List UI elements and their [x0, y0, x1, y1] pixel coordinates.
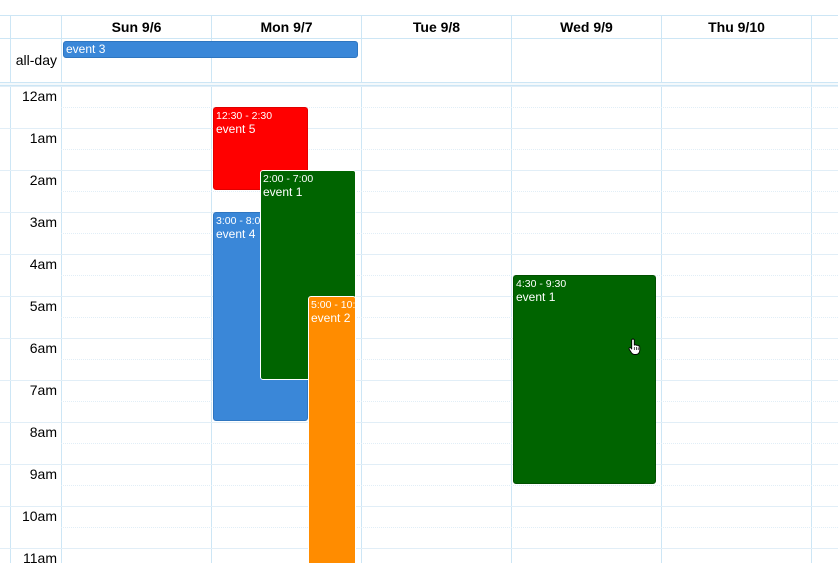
half-hour-line [61, 359, 838, 360]
hour-line [0, 254, 838, 255]
hour-line [0, 380, 838, 381]
event-title: event 4 [216, 227, 256, 241]
header-top-border [0, 15, 838, 16]
half-hour-line [61, 485, 838, 486]
hour-line [0, 548, 838, 549]
hour-line [0, 296, 838, 297]
grid-axis-line [61, 15, 62, 563]
time-label: 8am [29, 424, 57, 440]
day-header-sun[interactable]: Sun 9/6 [61, 15, 211, 38]
half-hour-line [61, 275, 838, 276]
event-time: 4:30 - 9:30 [516, 278, 567, 290]
half-hour-line [61, 191, 838, 192]
event-time: 2:00 - 7:00 [263, 173, 314, 185]
event-title: event 1 [263, 185, 303, 199]
time-label: 12am [21, 88, 57, 104]
half-hour-line [61, 317, 838, 318]
half-hour-line [61, 149, 838, 150]
hour-line [0, 212, 838, 213]
day-header-thu[interactable]: Thu 9/10 [661, 15, 811, 38]
allday-divider [0, 82, 838, 86]
time-label: 11am [23, 550, 57, 563]
time-label: 2am [29, 172, 57, 188]
half-hour-line [61, 527, 838, 528]
time-label: 5am [29, 298, 57, 314]
grid-col-line [211, 15, 212, 563]
half-hour-line [61, 443, 838, 444]
time-label: 3am [29, 214, 57, 230]
grid-col-line [811, 15, 812, 563]
grid-left-edge [10, 15, 11, 563]
event-title: event 2 [311, 311, 351, 325]
day-header-wed[interactable]: Wed 9/9 [511, 15, 661, 38]
time-label: 9am [29, 466, 57, 482]
event-time: 3:00 - 8:00 [216, 215, 267, 227]
hour-line [0, 464, 838, 465]
allday-event-title: event 3 [66, 42, 106, 56]
hand-pointer-icon [628, 338, 641, 355]
grid-col-line [661, 15, 662, 563]
allday-label: all-day [15, 52, 57, 68]
time-label: 10am [21, 508, 57, 524]
event-1-wed[interactable]: 4:30 - 9:30 event 1 [513, 275, 656, 484]
half-hour-line [61, 107, 838, 108]
hour-line [0, 86, 838, 87]
time-label: 7am [29, 382, 57, 398]
time-label: 4am [29, 256, 57, 272]
time-label: 1am [29, 130, 57, 146]
half-hour-line [61, 233, 838, 234]
event-time: 12:30 - 2:30 [216, 110, 273, 122]
grid-col-line [361, 15, 362, 563]
time-label: 6am [29, 340, 57, 356]
hour-line [0, 170, 838, 171]
day-header-tue[interactable]: Tue 9/8 [361, 15, 511, 38]
hour-line [0, 338, 838, 339]
day-header-mon[interactable]: Mon 9/7 [211, 15, 361, 38]
event-title: event 5 [216, 122, 256, 136]
event-time: 5:00 - 10: [311, 299, 356, 311]
hour-line [0, 506, 838, 507]
event-title: event 1 [516, 290, 556, 304]
header-bottom-border [0, 38, 838, 39]
hour-line [0, 128, 838, 129]
allday-event-3[interactable]: event 3 [63, 41, 358, 58]
half-hour-line [61, 401, 838, 402]
grid-col-line [511, 15, 512, 563]
hour-line [0, 422, 838, 423]
event-2[interactable]: 5:00 - 10: event 2 [308, 296, 356, 563]
